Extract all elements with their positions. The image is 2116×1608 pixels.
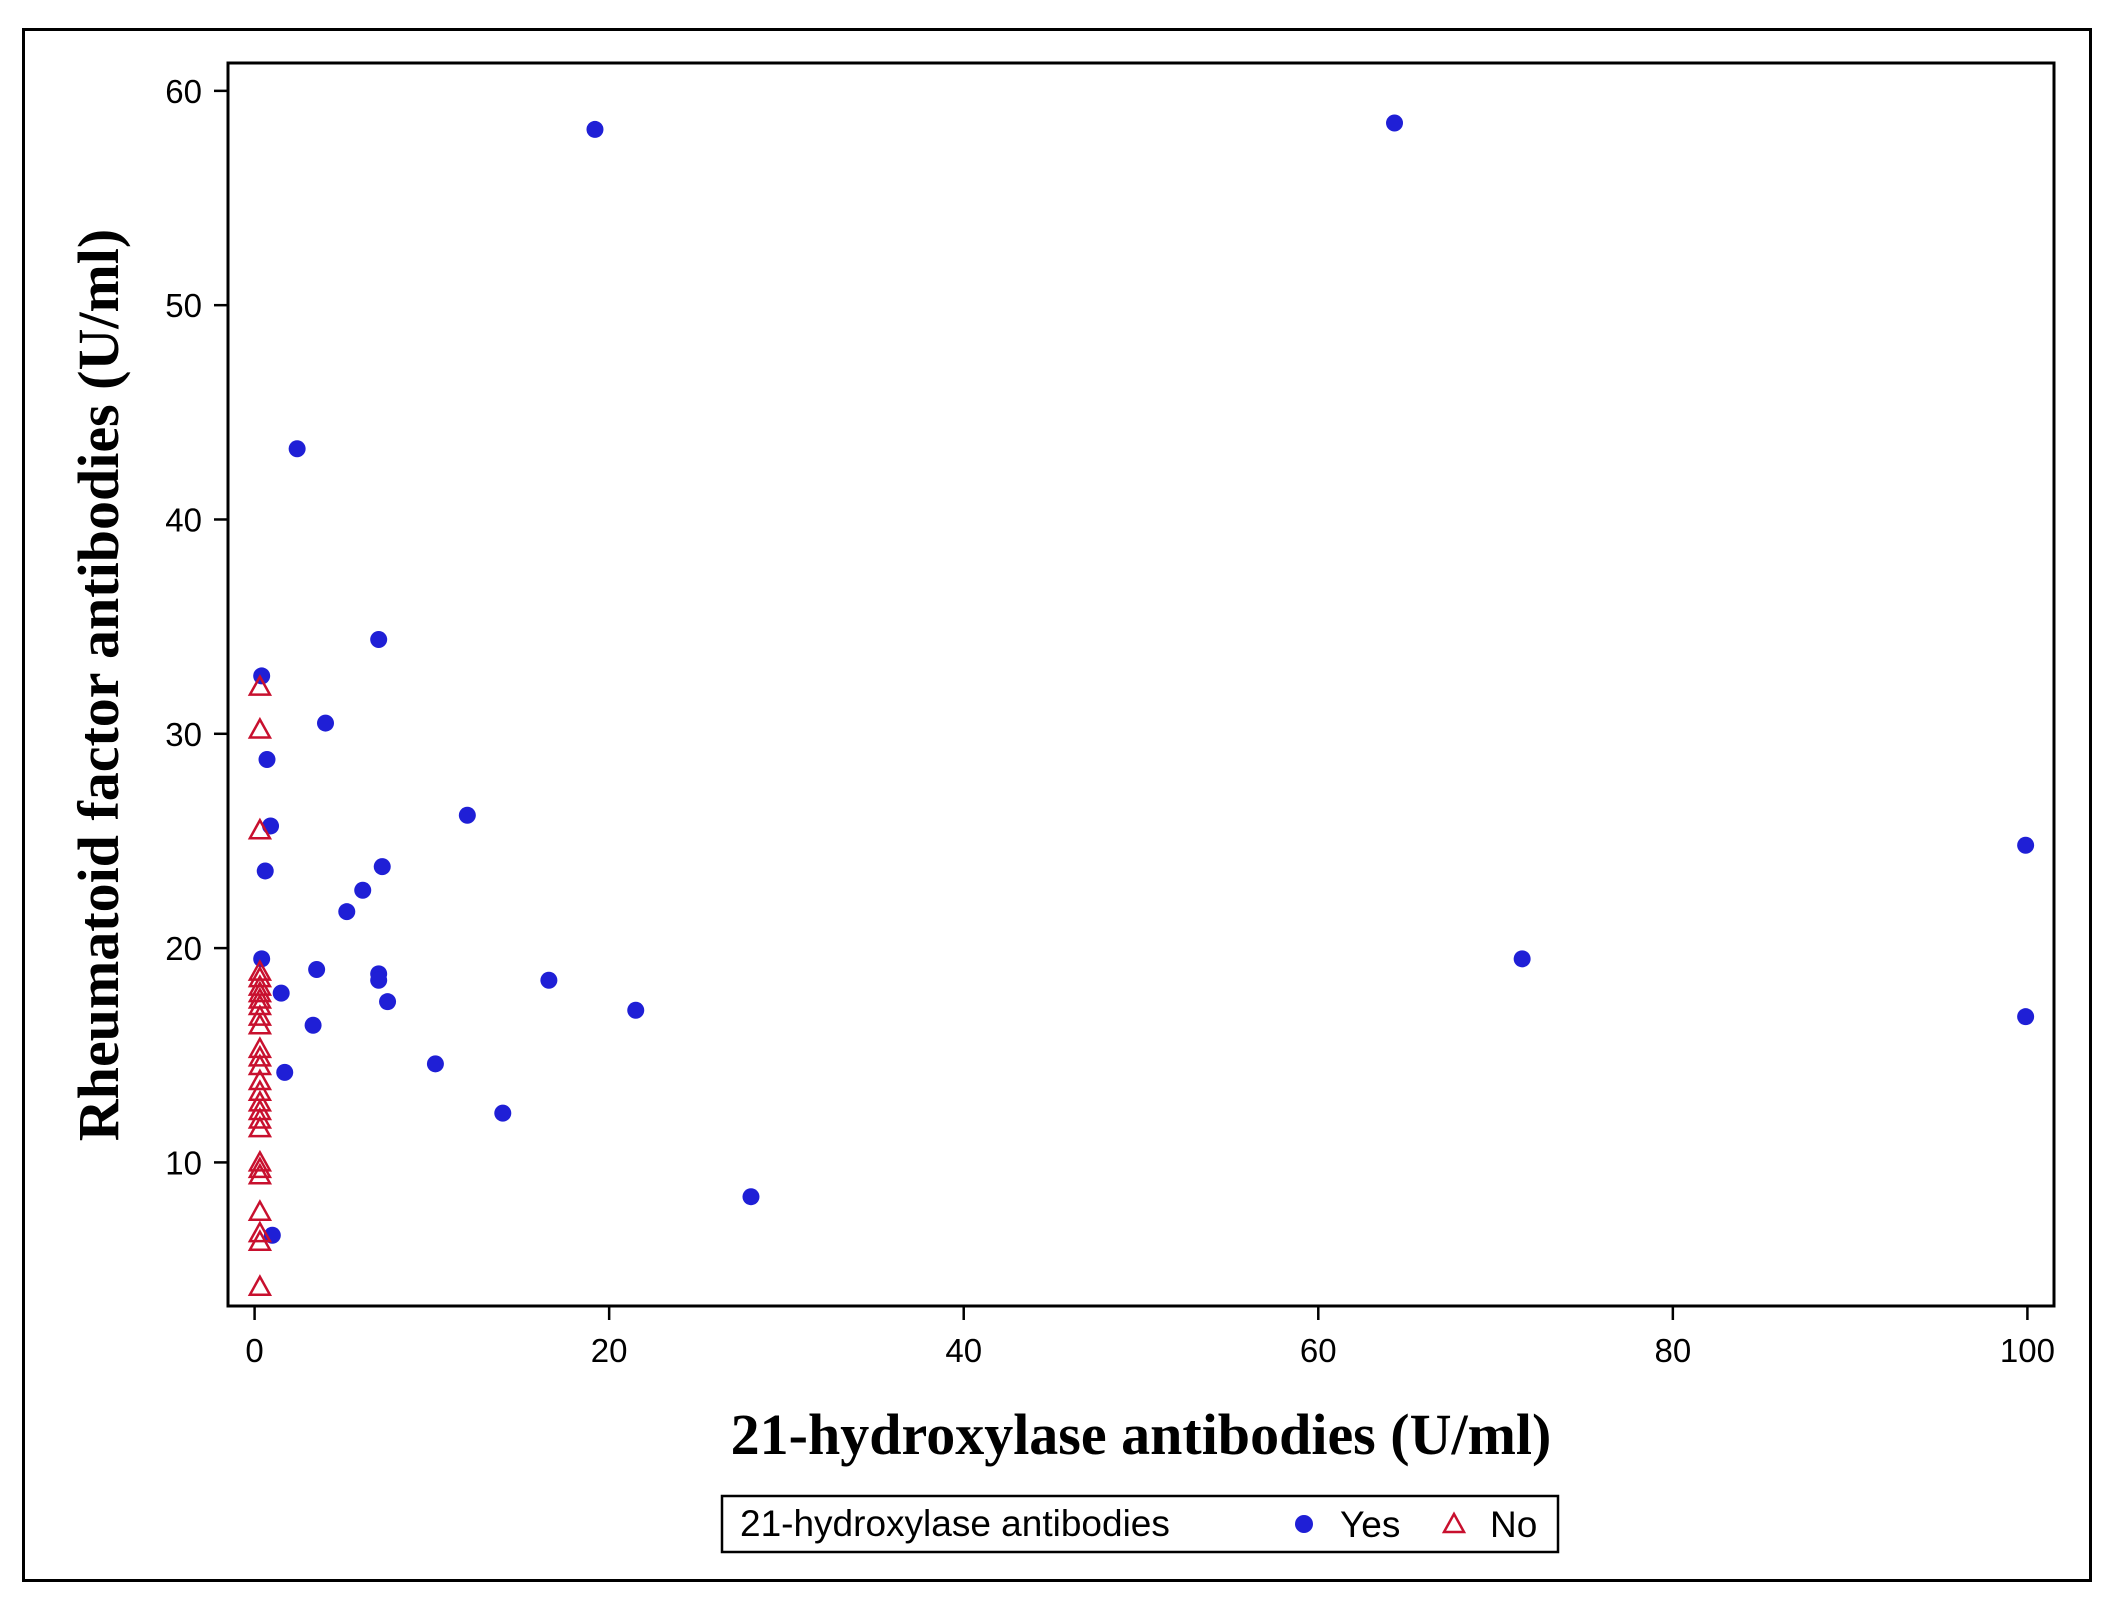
- point-yes: [256, 862, 274, 880]
- point-no: [247, 716, 273, 739]
- data-points: [247, 114, 2035, 1296]
- point-yes: [540, 971, 558, 989]
- legend: 21-hydroxylase antibodies Yes No: [720, 1494, 1560, 1554]
- point-yes: [586, 120, 604, 138]
- point-yes: [2017, 836, 2035, 854]
- y-tick-label: 10: [165, 1144, 202, 1181]
- y-tick-label: 30: [165, 716, 202, 753]
- point-no: [247, 1229, 273, 1251]
- y-axis: 10 20 30 40 50 60: [165, 73, 228, 1181]
- point-no: [247, 1162, 273, 1185]
- point-no: [247, 1199, 273, 1221]
- x-tick-label: 60: [1300, 1332, 1337, 1369]
- figure-frame: [22, 28, 2092, 1582]
- legend-no-marker: [1441, 1511, 1467, 1534]
- point-yes: [253, 950, 271, 968]
- legend-no-label: No: [1490, 1504, 1537, 1545]
- y-tick-label: 60: [165, 73, 202, 110]
- point-yes: [276, 1063, 294, 1081]
- point-no: [247, 1053, 273, 1076]
- point-yes: [370, 971, 388, 989]
- x-tick-label: 100: [2000, 1332, 2055, 1369]
- point-no: [247, 959, 273, 981]
- point-no: [247, 1012, 273, 1035]
- y-tick-label: 40: [165, 501, 202, 538]
- point-no: [247, 1044, 273, 1067]
- point-yes: [304, 1016, 322, 1034]
- point-yes: [373, 858, 391, 876]
- y-tick-label: 50: [165, 287, 202, 324]
- point-yes: [258, 751, 276, 769]
- point-yes: [458, 806, 476, 824]
- point-yes: [1386, 114, 1404, 132]
- point-yes: [317, 714, 335, 732]
- point-yes: [627, 1001, 645, 1019]
- point-yes: [288, 440, 306, 458]
- point-yes: [1513, 950, 1531, 968]
- legend-yes-label: Yes: [1340, 1504, 1400, 1545]
- point-yes: [262, 817, 280, 835]
- plot-area: [226, 61, 2056, 1308]
- y-tick-label: 20: [165, 930, 202, 967]
- point-no: [247, 674, 273, 696]
- x-tick-label: 0: [245, 1332, 263, 1369]
- point-no: [247, 980, 273, 1003]
- point-no: [247, 1156, 273, 1179]
- point-no: [247, 1115, 273, 1138]
- point-no: [247, 1106, 273, 1129]
- x-tick-label: 20: [591, 1332, 628, 1369]
- legend-yes-marker: [1295, 1515, 1313, 1533]
- point-yes: [370, 630, 388, 648]
- x-axis: 0 20 40 60 80 100: [245, 1306, 2055, 1369]
- legend-box: [720, 1494, 1560, 1554]
- point-yes: [308, 961, 326, 979]
- y-axis-title: Rheumatoid factor antibodies (U/ml): [66, 229, 131, 1141]
- x-tick-label: 80: [1654, 1332, 1691, 1369]
- point-yes: [494, 1104, 512, 1122]
- point-yes: [742, 1188, 760, 1206]
- point-no: [247, 1068, 273, 1091]
- point-no: [247, 965, 273, 988]
- point-no: [247, 817, 273, 840]
- point-yes: [379, 993, 397, 1011]
- point-yes: [338, 903, 356, 921]
- x-tick-label: 40: [945, 1332, 982, 1369]
- point-no: [247, 1274, 273, 1296]
- point-yes: [426, 1055, 444, 1073]
- point-yes: [272, 984, 290, 1002]
- point-yes: [354, 881, 372, 899]
- point-yes: [2017, 1008, 2035, 1026]
- legend-title: 21-hydroxylase antibodies: [740, 1503, 1170, 1544]
- point-no: [247, 1220, 273, 1243]
- x-axis-title: 21-hydroxylase antibodies (U/ml): [731, 1402, 1552, 1467]
- point-no: [247, 1149, 273, 1172]
- point-no: [247, 1004, 273, 1026]
